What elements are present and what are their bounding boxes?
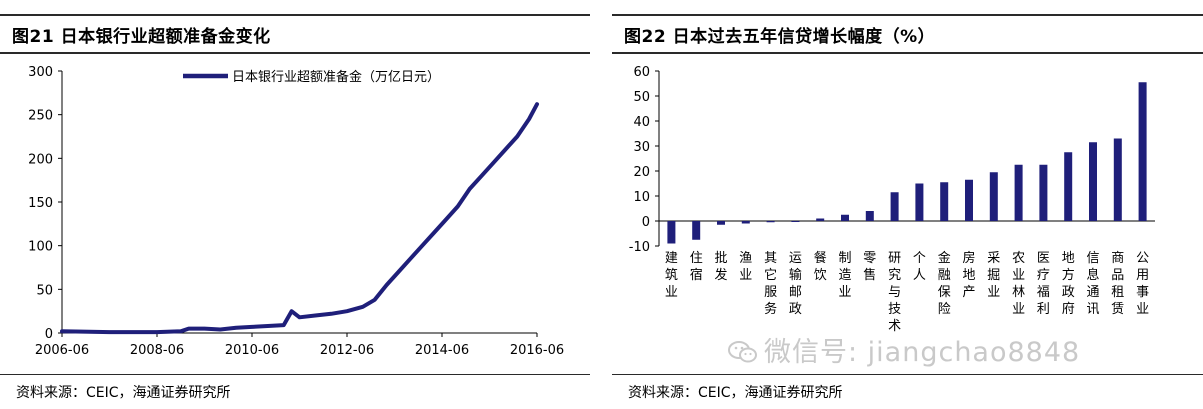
category-label: 批发 [714, 251, 727, 283]
bar [692, 221, 701, 240]
category-label: 公用事业 [1136, 251, 1149, 317]
category-label: 建筑业 [665, 251, 678, 300]
category-label: 研究与技术 [888, 251, 901, 334]
category-label: 其它服务 [764, 251, 777, 317]
y-tick-label: 20 [633, 165, 650, 180]
bar [965, 179, 973, 221]
y-tick-label: 100 [28, 240, 53, 255]
right-chart-title: 图22 日本过去五年信贷增长幅度（%） [624, 26, 936, 47]
y-tick-label: 60 [633, 65, 650, 80]
bar [940, 182, 949, 221]
y-tick-label: 0 [45, 327, 53, 342]
right-source-bar: 资料来源：CEIC，海通证券研究所 [612, 374, 1203, 409]
left-chart-title-bar: 图21 日本银行业超额准备金变化 [0, 14, 590, 54]
bar [890, 192, 899, 221]
bar [816, 218, 825, 221]
category-label: 医疗福利 [1037, 251, 1050, 317]
y-tick-label: -10 [629, 240, 650, 255]
left-chart-title: 图21 日本银行业超额准备金变化 [12, 26, 271, 47]
watermark-text: 微信号: jiangchao8848 [764, 337, 1081, 368]
bar [1113, 138, 1122, 221]
x-tick-label: 2006-06 [35, 343, 89, 358]
bar [1039, 164, 1048, 221]
x-tick-label: 2014-06 [415, 343, 469, 358]
wechat-icon [728, 341, 757, 363]
watermark: 微信号: jiangchao8848 [728, 330, 1080, 369]
category-label: 制造业 [838, 251, 851, 300]
y-tick-label: 0 [642, 215, 650, 230]
bar [741, 221, 750, 224]
category-label: 住宿 [690, 251, 703, 283]
bar [667, 221, 676, 244]
x-tick-label: 2010-06 [225, 343, 279, 358]
category-label: 金融保险 [938, 250, 951, 317]
y-tick-label: 300 [28, 65, 53, 80]
y-tick-label: 50 [36, 283, 53, 298]
right-chart-panel: 图22 日本过去五年信贷增长幅度（%） -10 0 10 20 30 40 50 60 建筑业住… [612, 0, 1203, 409]
category-label: 采掘业 [987, 251, 1000, 300]
left-source-bar: 资料来源：CEIC，海通证券研究所 [0, 374, 590, 409]
y-tick-label: 50 [633, 90, 650, 105]
bar [791, 221, 800, 222]
x-tick-label: 2012-06 [320, 343, 374, 358]
category-label: 商品租赁 [1111, 251, 1124, 317]
bar [1089, 142, 1097, 221]
category-label: 房地产 [962, 250, 975, 300]
y-tick-label: 10 [633, 190, 650, 205]
bar [915, 183, 924, 221]
bar [1014, 164, 1023, 221]
x-tick-label: 2008-06 [130, 343, 184, 358]
category-label: 个人 [913, 251, 926, 283]
bar [989, 172, 998, 221]
bar [766, 221, 775, 223]
right-chart-title-bar: 图22 日本过去五年信贷增长幅度（%） [612, 14, 1203, 54]
bar [1064, 152, 1073, 221]
bar [841, 214, 849, 221]
bar [717, 221, 725, 225]
y-tick-label: 150 [28, 196, 53, 211]
left-source-text: 资料来源：CEIC，海通证券研究所 [16, 385, 231, 401]
legend-label: 日本银行业超额准备金（万亿日元） [232, 69, 440, 85]
category-label: 农业林业 [1012, 251, 1025, 317]
category-label: 餐饮 [814, 250, 827, 283]
bar-chart: -10 0 10 20 30 40 50 60 建筑业住宿批发渔业其它服务运输邮政餐饮制造业零售… [629, 65, 1155, 334]
x-tick-label: 2016-06 [510, 343, 564, 358]
right-source-text: 资料来源：CEIC，海通证券研究所 [628, 385, 843, 401]
bar [865, 211, 874, 221]
category-label: 零售 [863, 251, 876, 283]
y-tick-label: 40 [633, 115, 650, 130]
series-line [60, 102, 539, 335]
line-chart: 0 50 100 150 200 250 300 2006-06 2008-06 2010-06 2… [28, 65, 564, 358]
category-label: 地方政府 [1062, 251, 1075, 317]
y-tick-label: 200 [28, 152, 53, 167]
bar [1138, 82, 1147, 221]
y-tick-label: 250 [28, 109, 53, 124]
category-label: 运输邮政 [789, 251, 802, 317]
left-chart-panel: 图21 日本银行业超额准备金变化 0 50 100 150 200 250 300 2006-… [0, 0, 590, 409]
category-label: 渔业 [739, 251, 752, 283]
y-tick-label: 30 [633, 140, 650, 155]
category-label: 信息通讯 [1086, 251, 1099, 317]
